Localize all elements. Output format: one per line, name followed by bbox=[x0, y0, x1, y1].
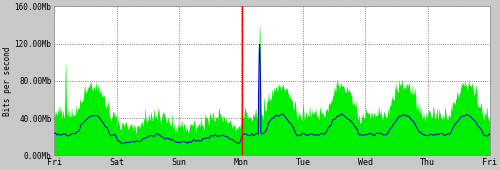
Y-axis label: Bits per second: Bits per second bbox=[3, 46, 12, 116]
